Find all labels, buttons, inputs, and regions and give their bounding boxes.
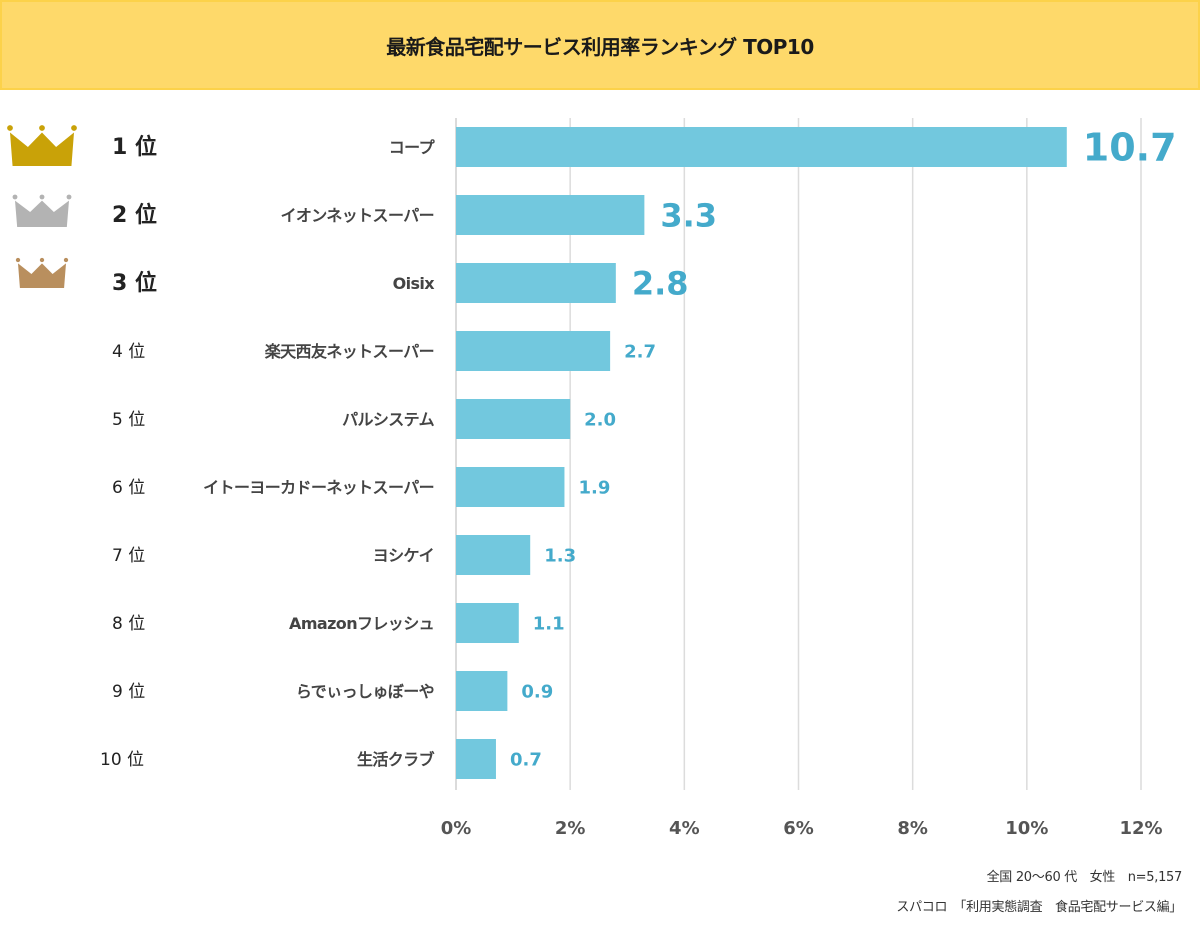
category-label: パルシステム [342,410,435,429]
bars [456,127,1067,779]
category-label: 楽天西友ネットスーパー [264,342,434,361]
x-tick-label: 10% [1005,818,1048,839]
value-label: 2.7 [624,341,656,362]
bar [456,535,531,575]
x-tick-label: 6% [783,818,814,839]
gold-crown-icon [7,125,77,166]
bar [456,671,508,711]
value-label: 2.8 [632,265,689,303]
rank-label: 10 位 [100,750,144,770]
value-labels: 10.7 3.3 2.8 2.7 2.0 1.9 1.3 1.1 0.9 0.7 [510,126,1177,771]
value-label: 0.7 [510,749,542,770]
category-label: 生活クラブ [357,750,435,769]
x-tick-label: 8% [897,818,928,839]
footnote-source: スパコロ 「利用実態調査 食品宅配サービス編」 [896,900,1182,915]
category-label: イトーヨーカドーネットスーパー [203,478,434,497]
value-label: 3.3 [660,197,717,235]
bar [456,263,616,303]
category-label: コープ [389,138,436,157]
x-tick-labels: 0% 2% 4% 6% 8% 10% 12% [441,818,1163,839]
rank-label: 7 位 [112,546,145,566]
value-label: 10.7 [1083,126,1177,170]
value-label: 1.3 [544,545,576,566]
bronze-crown-icon [15,257,69,288]
x-tick-label: 12% [1119,818,1162,839]
value-label: 2.0 [584,409,616,430]
bar [456,399,571,439]
category-label: イオンネットスーパー [280,206,434,225]
bar [456,467,565,507]
rank-label: 9 位 [112,682,145,702]
chart-title: 最新食品宅配サービス利用率ランキング TOP10 [386,34,814,59]
x-tick-label: 2% [555,818,586,839]
category-label: Oisix [393,274,436,293]
rank-label: 1 位 [112,134,157,160]
x-tick-label: 0% [441,818,472,839]
title-banner: 最新食品宅配サービス利用率ランキング TOP10 [0,0,1200,90]
crowns [7,125,77,288]
category-label: Amazonフレッシュ [289,614,434,633]
rank-label: 2 位 [112,202,157,228]
rank-label: 8 位 [112,614,145,634]
bar [456,331,611,371]
category-label: らでぃっしゅぼーや [296,682,434,701]
rank-label: 3 位 [112,270,157,296]
rank-labels: 1 位 2 位 3 位 4 位 5 位 6 位 7 位 8 位 9 位 10 位 [100,134,157,770]
rank-label: 5 位 [112,410,145,430]
value-label: 1.1 [533,613,565,634]
x-tick-label: 4% [669,818,700,839]
bar [456,739,496,779]
bar [456,195,645,235]
bar [456,127,1067,167]
footnote-sample: 全国 20～60 代 女性 n=5,157 [986,870,1183,885]
value-label: 1.9 [578,477,610,498]
rank-label: 4 位 [112,342,145,362]
bar [456,603,519,643]
value-label: 0.9 [521,681,553,702]
rank-label: 6 位 [112,478,145,498]
silver-crown-icon [12,194,72,227]
category-label: ヨシケイ [373,546,434,565]
